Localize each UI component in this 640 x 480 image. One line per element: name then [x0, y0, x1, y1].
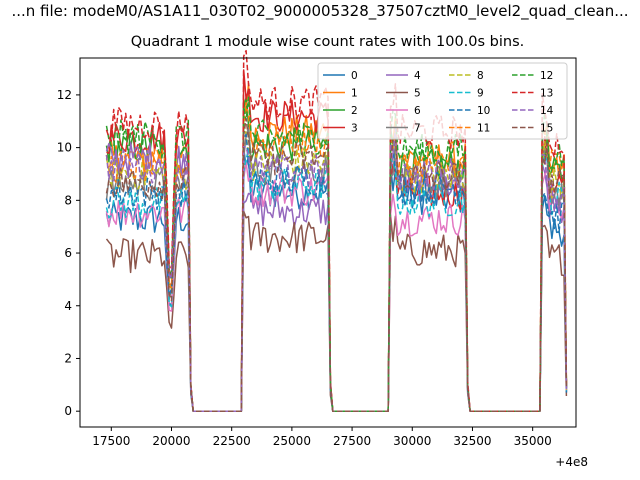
legend-label: 9: [477, 88, 484, 100]
legend-label: 11: [477, 123, 490, 135]
legend-label: 0: [351, 70, 358, 82]
series-line-13: [105, 49, 568, 412]
y-tick-label: 2: [64, 351, 72, 365]
legend-label: 12: [540, 70, 553, 82]
figure-suptitle: ...n file: modeM0/AS1A11_030T02_90000053…: [11, 2, 629, 20]
x-offset-label: +4e8: [555, 455, 588, 469]
series-layer: [105, 49, 568, 412]
x-tick-label: 27500: [333, 434, 371, 448]
legend-label: 2: [351, 105, 358, 117]
legend-label: 13: [540, 88, 553, 100]
series-line-12: [105, 96, 568, 412]
legend-label: 3: [351, 123, 358, 135]
y-tick-label: 12: [57, 88, 72, 102]
x-tick-label: 20000: [152, 434, 190, 448]
y-tick-label: 4: [64, 299, 72, 313]
x-tick-label: 25000: [273, 434, 311, 448]
x-tick-label: 32500: [453, 434, 491, 448]
legend-label: 14: [540, 105, 554, 117]
legend-label: 15: [540, 123, 553, 135]
y-tick-label: 10: [57, 141, 72, 155]
legend-label: 8: [477, 70, 484, 82]
axes-frame: [79, 57, 577, 428]
legend-label: 1: [351, 88, 358, 100]
x-tick-label: 30000: [393, 434, 431, 448]
y-tick-label: 6: [64, 246, 72, 260]
legend-frame: [317, 62, 568, 140]
y-tick-label: 8: [64, 193, 72, 207]
x-tick-label: 22500: [213, 434, 251, 448]
legend-label: 4: [414, 70, 421, 82]
legend-label: 5: [414, 88, 421, 100]
ticks-layer: 17500 20000 22500 25000 27500 30000 32500 35000…: [57, 88, 552, 448]
legend-label: 7: [414, 123, 421, 135]
x-tick-label: 17500: [92, 434, 130, 448]
series-line-15: [105, 117, 568, 412]
y-tick-label: 0: [64, 404, 72, 418]
x-tick-label: 35000: [514, 434, 552, 448]
chart-title: Quadrant 1 module wise count rates with …: [130, 34, 525, 50]
legend-label: 10: [477, 105, 490, 117]
legend-label: 6: [414, 105, 421, 117]
